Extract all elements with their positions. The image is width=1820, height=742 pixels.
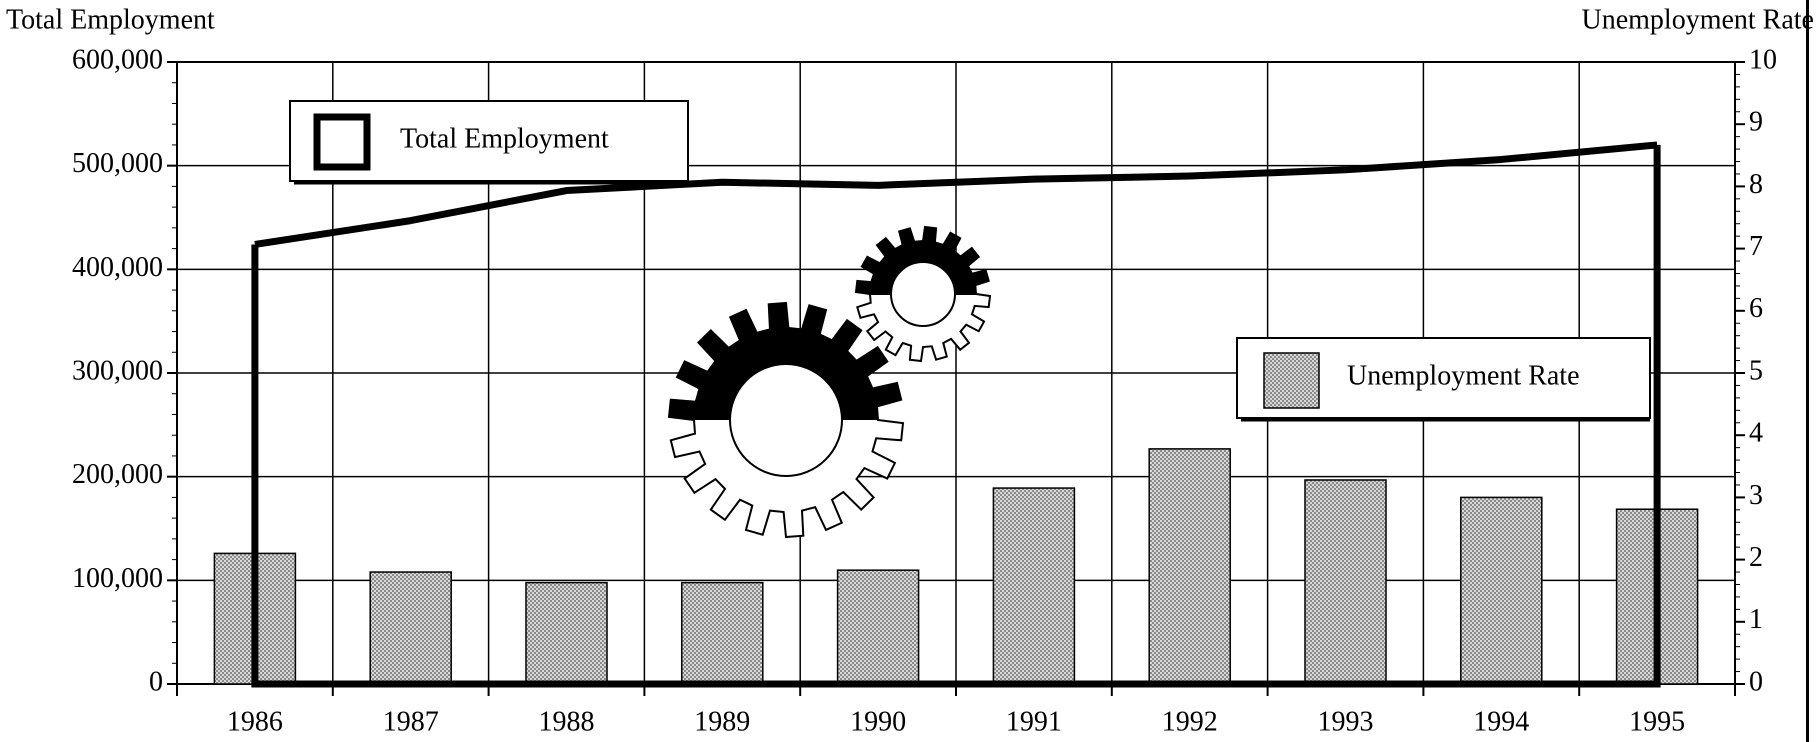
x-tick-label: 1995 xyxy=(1629,706,1685,737)
x-tick-label: 1987 xyxy=(383,706,439,737)
y2-tick-label: 3 xyxy=(1749,480,1763,511)
y2-tick-label: 0 xyxy=(1749,666,1763,697)
y2-tick-label: 10 xyxy=(1749,44,1777,75)
bar xyxy=(992,487,1076,685)
y2-tick-label: 1 xyxy=(1749,604,1763,635)
y2-tick-label: 5 xyxy=(1749,355,1763,386)
line xyxy=(254,141,1658,248)
bar xyxy=(369,571,452,685)
y-tick-label: 500,000 xyxy=(72,148,163,179)
legend-swatch xyxy=(1263,352,1320,409)
bar xyxy=(525,581,608,685)
legend-label: Unemployment Rate xyxy=(1347,360,1580,391)
x-tick-label: 1989 xyxy=(694,706,750,737)
x-tick-label: 1994 xyxy=(1473,706,1529,737)
y-tick-label: 100,000 xyxy=(72,563,163,594)
y-axis-title: Total Employment xyxy=(6,4,215,35)
y2-tick-label: 7 xyxy=(1749,231,1763,262)
y2-tick-label: 9 xyxy=(1749,107,1763,138)
y-tick-label: 200,000 xyxy=(72,459,163,490)
y-tick-label: 300,000 xyxy=(72,355,163,386)
legend-label: Total Employment xyxy=(400,123,609,154)
y2-axis-title: Unemployment Rate xyxy=(1581,4,1814,35)
x-tick-label: 1992 xyxy=(1162,706,1218,737)
y-tick-label: 400,000 xyxy=(72,252,163,283)
bar xyxy=(1460,496,1543,685)
y2-tick-label: 8 xyxy=(1749,169,1763,200)
y-tick-label: 0 xyxy=(149,666,163,697)
legend-swatch xyxy=(313,113,371,171)
y2-tick-label: 6 xyxy=(1749,293,1763,324)
gear-hub xyxy=(890,261,956,327)
right-edge xyxy=(1806,0,1809,742)
gear-top xyxy=(669,303,902,420)
x-tick-label: 1988 xyxy=(539,706,595,737)
y-tick-label: 600,000 xyxy=(72,44,163,75)
x-tick-label: 1986 xyxy=(227,706,283,737)
x-tick-label: 1991 xyxy=(1006,706,1062,737)
bar xyxy=(681,581,764,685)
gear-hub xyxy=(729,363,843,477)
bar xyxy=(836,569,920,685)
x-tick-label: 1990 xyxy=(850,706,906,737)
area-outline xyxy=(251,144,1661,688)
y2-tick-label: 4 xyxy=(1749,418,1763,449)
y2-tick-label: 2 xyxy=(1749,542,1763,573)
bar xyxy=(1148,448,1231,685)
gear-top xyxy=(856,227,989,295)
x-tick-label: 1993 xyxy=(1318,706,1374,737)
bar xyxy=(1304,479,1387,685)
